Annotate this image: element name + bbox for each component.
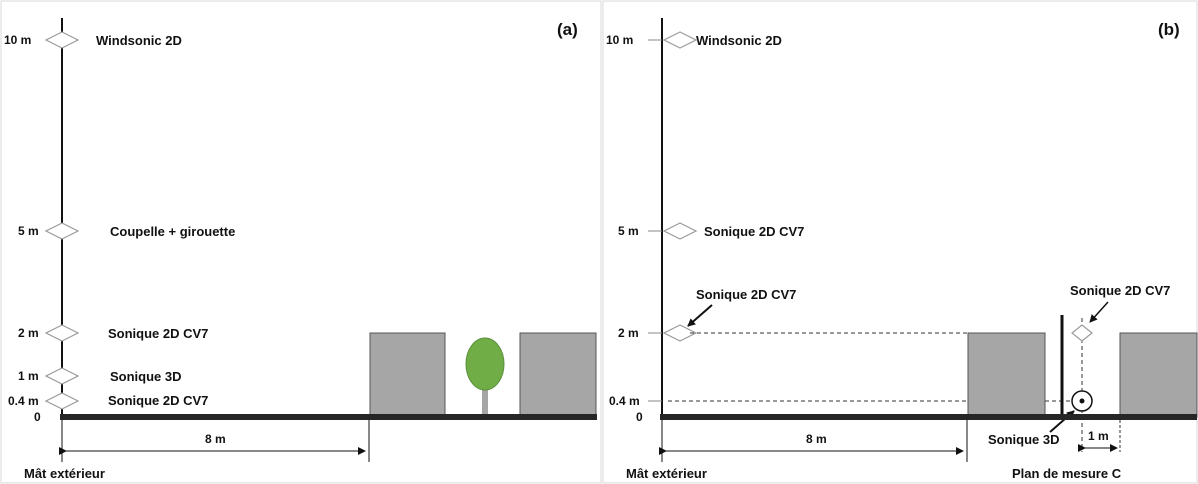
panel-b-tag: (b) <box>1158 20 1180 39</box>
panel-a-sensor-04m: Sonique 2D CV7 <box>108 393 208 408</box>
panel-b: (b) 10 m 5 m 2 m 0.4 m 0 Windsonic 2D So… <box>606 18 1198 481</box>
building-left <box>967 332 1046 418</box>
panel-b-sensor-2m: Sonique 2D CV7 <box>696 287 796 302</box>
panel-a-distance-label: 8 m <box>205 432 226 446</box>
panel-a-sensor-5m: Coupelle + girouette <box>110 224 235 239</box>
panel-a-sensor-10m: Windsonic 2D <box>96 33 182 48</box>
panel-a-height-1m: 1 m <box>18 369 39 383</box>
building-right <box>1119 332 1198 418</box>
sensor-diamond-icon <box>662 324 698 342</box>
panel-b-sensor-plane-04m: Sonique 3D <box>988 432 1060 447</box>
panel-b-sensor-5m: Sonique 2D CV7 <box>704 224 804 239</box>
panel-a-sensor-1m: Sonique 3D <box>110 369 182 384</box>
panel-a-height-2m: 2 m <box>18 326 39 340</box>
panel-b-sensor-10m: Windsonic 2D <box>696 33 782 48</box>
panel-a-height-0: 0 <box>34 410 41 424</box>
ground-line <box>660 414 1197 420</box>
callout-arrow <box>687 304 713 327</box>
panel-b-sensor-plane-2m: Sonique 2D CV7 <box>1070 283 1170 298</box>
tree-icon <box>465 337 505 391</box>
panel-a: (a) 10 m 5 m 2 m 1 m 0.4 m 0 Windsonic 2… <box>4 18 597 481</box>
panel-a-mast-label: Mât extérieur <box>24 466 105 481</box>
panel-b-height-2m: 2 m <box>618 326 639 340</box>
panel-a-height-5m: 5 m <box>18 224 39 238</box>
tree-trunk <box>482 385 488 416</box>
sensor-diamond-icon <box>44 222 80 240</box>
panel-b-height-5m: 5 m <box>618 224 639 238</box>
sensor-diamond-icon <box>44 31 80 49</box>
panel-b-height-10m: 10 m <box>606 33 633 47</box>
panel-a-frame <box>0 0 602 484</box>
sensor-diamond-icon <box>662 222 698 240</box>
panel-a-height-04m: 0.4 m <box>8 394 39 408</box>
panel-a-tag: (a) <box>557 20 578 39</box>
callout-arrow <box>1089 301 1109 323</box>
panel-b-mast-label: Mât extérieur <box>626 466 707 481</box>
sensor-diamond-icon <box>1071 324 1093 342</box>
ground-line <box>60 414 597 420</box>
panel-a-height-10m: 10 m <box>4 33 31 47</box>
panel-b-distance-small-label: 1 m <box>1088 429 1109 443</box>
panel-b-height-04m: 0.4 m <box>609 394 640 408</box>
sensor-diamond-icon <box>662 31 698 49</box>
panel-b-plane-label: Plan de mesure C <box>1012 466 1122 481</box>
sensor-diamond-icon <box>44 324 80 342</box>
building-left <box>369 332 446 418</box>
panel-a-sensor-2m: Sonique 2D CV7 <box>108 326 208 341</box>
panel-b-distance-label: 8 m <box>806 432 827 446</box>
panel-b-height-0: 0 <box>636 410 643 424</box>
sensor-diamond-icon <box>44 367 80 385</box>
building-right <box>519 332 597 418</box>
panel-b-frame <box>602 0 1198 484</box>
sensor-diamond-icon <box>44 392 80 410</box>
